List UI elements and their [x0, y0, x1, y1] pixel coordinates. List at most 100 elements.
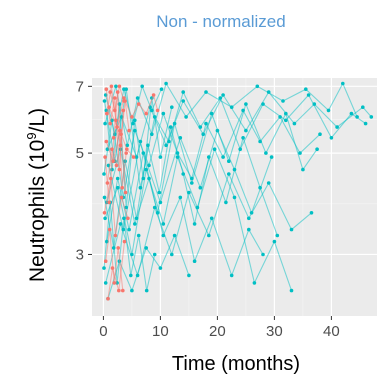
- data-point: [102, 99, 107, 103]
- y-tick-label: 5: [76, 145, 84, 162]
- data-point: [349, 111, 354, 116]
- data-point: [355, 115, 359, 119]
- data-point: [114, 84, 118, 89]
- series-layer: [102, 81, 374, 301]
- data-point: [204, 90, 208, 94]
- data-point: [122, 239, 127, 244]
- data-point: [301, 167, 305, 172]
- data-point: [255, 84, 260, 89]
- data-point: [108, 90, 112, 94]
- data-point: [192, 222, 197, 226]
- series-line: [104, 147, 293, 291]
- x-axis-label: Time (months): [172, 353, 300, 375]
- y-axis-label-prefix: Neutrophils (10: [26, 140, 49, 282]
- data-point: [181, 99, 185, 103]
- data-point: [130, 115, 134, 119]
- data-point: [275, 233, 280, 238]
- series-salmon: [103, 227, 125, 293]
- data-point: [150, 108, 154, 113]
- data-point: [130, 288, 134, 293]
- data-point: [110, 266, 115, 270]
- data-point: [117, 167, 122, 172]
- data-point: [184, 115, 188, 119]
- data-point: [151, 93, 156, 97]
- data-point: [264, 151, 268, 155]
- data-point: [284, 111, 288, 116]
- data-point: [113, 233, 118, 238]
- data-point: [361, 105, 365, 109]
- data-point: [175, 155, 180, 159]
- data-point: [195, 205, 200, 210]
- y-axis-label-superscript: 9: [24, 132, 39, 139]
- data-point: [278, 115, 282, 119]
- series-teal: [103, 84, 164, 136]
- data-point: [135, 96, 140, 100]
- data-point: [104, 139, 109, 144]
- data-point: [129, 273, 133, 278]
- data-point: [181, 90, 185, 94]
- data-point: [289, 227, 294, 232]
- data-point: [281, 99, 285, 103]
- x-tick-label: 40: [323, 323, 340, 340]
- series-salmon: [106, 239, 127, 301]
- data-point: [252, 281, 257, 285]
- data-point: [120, 185, 124, 190]
- data-point: [110, 147, 114, 151]
- series-salmon: [108, 84, 126, 113]
- series-teal: [103, 81, 359, 148]
- data-point: [131, 121, 135, 126]
- data-point: [172, 233, 177, 238]
- data-point: [103, 259, 108, 264]
- x-tick-label: 0: [99, 323, 107, 340]
- data-point: [335, 125, 339, 129]
- data-point: [140, 84, 144, 89]
- data-point: [102, 211, 107, 215]
- data-point: [103, 155, 107, 159]
- y-tick-label: 3: [76, 246, 84, 263]
- x-tick-label: 30: [266, 323, 283, 340]
- data-point: [105, 181, 110, 185]
- data-point: [161, 222, 166, 226]
- x-tick-label: 20: [209, 323, 226, 340]
- data-point: [107, 200, 111, 205]
- series-salmon: [104, 128, 136, 164]
- data-point: [126, 216, 130, 221]
- data-point: [114, 163, 119, 168]
- data-point: [309, 211, 314, 215]
- data-point: [117, 288, 121, 293]
- data-point: [227, 172, 231, 176]
- data-point: [111, 136, 116, 140]
- data-point: [209, 216, 214, 221]
- data-point: [102, 266, 106, 270]
- data-point: [133, 222, 137, 226]
- data-point: [284, 118, 288, 123]
- data-point: [127, 128, 131, 133]
- data-point: [136, 233, 141, 238]
- data-point: [130, 252, 134, 257]
- data-point: [144, 246, 148, 250]
- data-point: [241, 136, 245, 140]
- chart-title: Non - normalized: [156, 12, 285, 31]
- data-point: [122, 99, 126, 103]
- data-point: [204, 121, 208, 126]
- data-point: [318, 132, 322, 136]
- data-point: [304, 87, 308, 91]
- series-salmon: [102, 176, 130, 238]
- data-point: [113, 96, 117, 100]
- data-point: [170, 252, 174, 257]
- y-axis-label-suffix: /L): [26, 108, 49, 133]
- data-point: [229, 273, 234, 278]
- data-point: [103, 281, 108, 285]
- data-point: [111, 159, 115, 163]
- series-teal: [103, 172, 314, 285]
- data-point: [150, 132, 154, 136]
- data-point: [244, 128, 248, 133]
- x-tick-label: 10: [152, 323, 169, 340]
- data-point: [201, 132, 205, 136]
- data-point: [329, 136, 334, 140]
- data-point: [104, 87, 109, 91]
- data-point: [152, 252, 157, 257]
- data-point: [122, 87, 126, 91]
- data-point: [109, 176, 113, 181]
- series-teal: [102, 200, 157, 293]
